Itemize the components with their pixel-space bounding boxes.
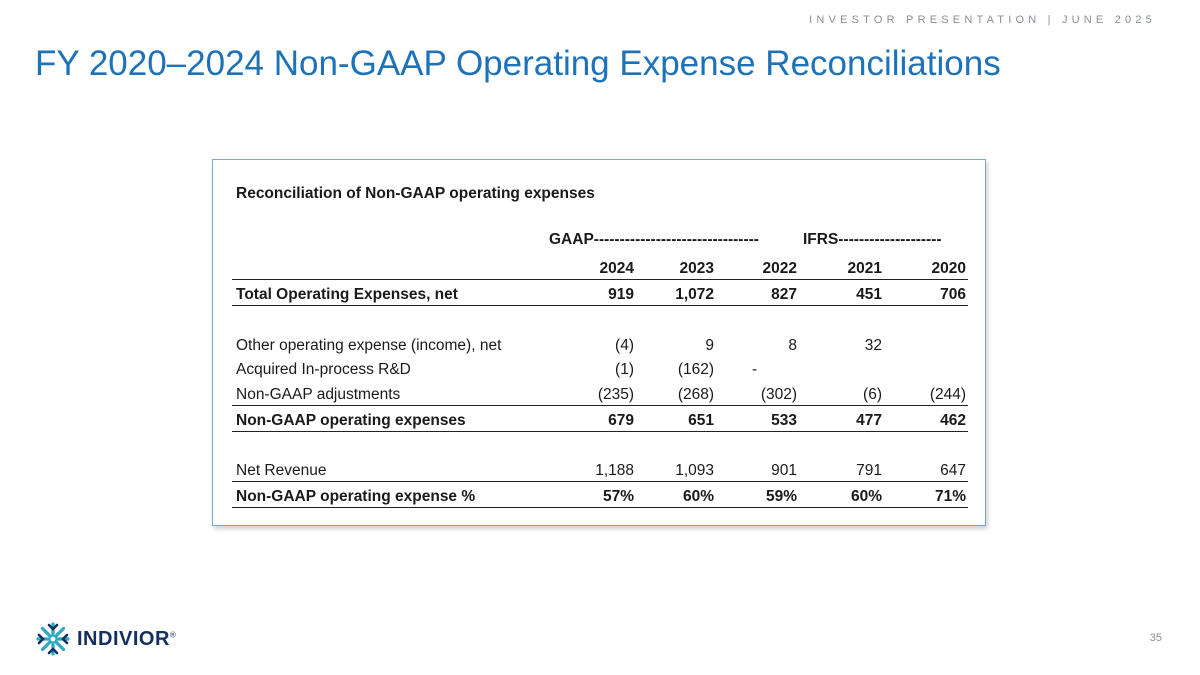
page-title: FY 2020–2024 Non-GAAP Operating Expense … — [35, 44, 1001, 83]
reconciliation-table-card: Reconciliation of Non-GAAP operating exp… — [212, 159, 986, 526]
row-value: 60% — [682, 488, 714, 505]
table-row-nongaap-opex: Non-GAAP operating expenses 679 651 533 … — [232, 410, 968, 432]
row-value: 901 — [771, 462, 797, 479]
row-label: Total Operating Expenses, net — [236, 286, 458, 303]
row-value: 1,072 — [675, 286, 714, 303]
table-title: Reconciliation of Non-GAAP operating exp… — [236, 185, 595, 202]
row-value: 919 — [608, 286, 634, 303]
table-row-total-opex: Total Operating Expenses, net 919 1,072 … — [232, 284, 968, 306]
row-value: 462 — [940, 412, 966, 429]
table-row-inprocess-rd: Acquired In-process R&D (1) (162) - — [232, 359, 968, 381]
year-header-row: 2024 2023 2022 2021 2020 — [232, 258, 968, 280]
row-label: Non-GAAP adjustments — [236, 386, 401, 403]
row-value: 651 — [688, 412, 714, 429]
row-value: 71% — [934, 488, 966, 505]
brand-name: INDIVIOR® — [77, 627, 177, 650]
indivior-logo: INDIVIOR® — [35, 620, 176, 658]
row-value: 679 — [608, 412, 634, 429]
row-value: 60% — [850, 488, 882, 505]
row-value: 477 — [856, 412, 882, 429]
row-value: (244) — [929, 386, 966, 403]
row-label: Non-GAAP operating expenses — [236, 412, 466, 429]
row-value: 1,093 — [675, 462, 714, 479]
row-value: 1,188 — [595, 462, 634, 479]
row-value: 827 — [771, 286, 797, 303]
row-value: (268) — [677, 386, 714, 403]
row-value: (6) — [863, 386, 882, 403]
year-header: 2022 — [762, 260, 797, 277]
snowflake-logo-icon — [36, 622, 70, 656]
row-value: (162) — [677, 361, 714, 378]
ifrs-group-header: IFRS-------------------- — [803, 231, 942, 248]
row-label: Acquired In-process R&D — [236, 361, 411, 378]
row-value: (1) — [615, 361, 634, 378]
year-header: 2021 — [847, 260, 882, 277]
row-label: Other operating expense (income), net — [236, 337, 502, 354]
table-row-net-revenue: Net Revenue 1,188 1,093 901 791 647 — [232, 460, 968, 482]
row-value: 8 — [788, 337, 797, 354]
gaap-group-header: GAAP-------------------------------- — [549, 231, 759, 248]
table-row-nongaap-opex-pct: Non-GAAP operating expense % 57% 60% 59%… — [232, 486, 968, 508]
row-label: Net Revenue — [236, 462, 327, 479]
row-label: Non-GAAP operating expense % — [236, 488, 476, 505]
row-value: 647 — [940, 462, 966, 479]
year-header: 2020 — [931, 260, 966, 277]
row-value: 32 — [864, 337, 882, 354]
row-value: (235) — [597, 386, 634, 403]
year-header: 2023 — [679, 260, 714, 277]
row-value: 9 — [705, 337, 714, 354]
page-number: 35 — [1149, 632, 1162, 644]
row-value: 59% — [765, 488, 797, 505]
row-value-dash: - — [752, 361, 758, 378]
row-value: (302) — [760, 386, 797, 403]
row-value: 451 — [856, 286, 882, 303]
table-row-other-opex: Other operating expense (income), net (4… — [232, 335, 968, 357]
year-header: 2024 — [599, 260, 634, 277]
row-value: 57% — [602, 488, 634, 505]
row-value: 791 — [856, 462, 882, 479]
table-row-nongaap-adjustments: Non-GAAP adjustments (235) (268) (302) (… — [232, 384, 968, 406]
row-value: 533 — [771, 412, 797, 429]
header-tagline: INVESTOR PRESENTATION | JUNE 2025 — [809, 14, 1156, 26]
row-value: (4) — [615, 337, 634, 354]
row-value: 706 — [940, 286, 966, 303]
